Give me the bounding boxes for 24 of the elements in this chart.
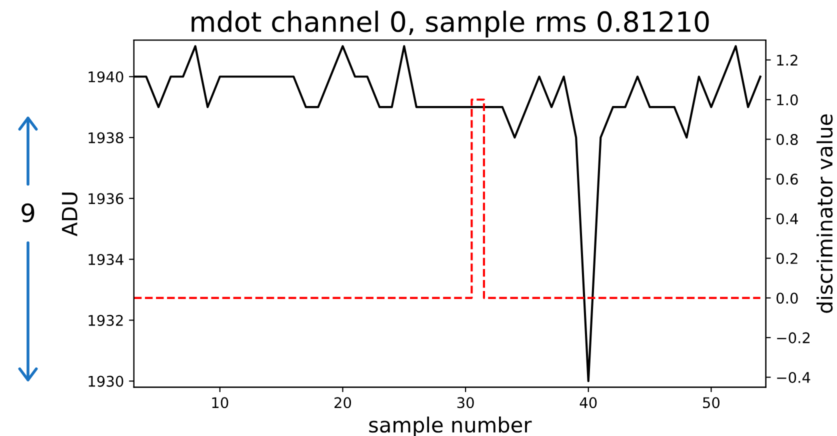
y-tick-label: 1934	[88, 254, 124, 266]
x-tick-label: 40	[580, 397, 597, 408]
y-tick-label: 1932	[88, 314, 123, 326]
y-tick-label: 1938	[88, 132, 124, 144]
y2-tick-label: 0.4	[776, 213, 798, 224]
y2-tick-label: 0.0	[776, 292, 798, 304]
y2-tick-label: 1.2	[777, 54, 798, 66]
y2-tick-label: −0.2	[777, 332, 810, 344]
y-tick-label: 1936	[88, 193, 124, 204]
y-axis-title: ADU	[62, 192, 78, 236]
text: 9	[22, 203, 34, 222]
y2-tick-label: 1.0	[777, 94, 798, 106]
x-tick-label: 30	[457, 397, 474, 408]
x-tick-label: 20	[334, 397, 352, 408]
x-tick-label: 10	[212, 397, 228, 408]
chart-title: mdot channel 0, sample rms 0.81210	[192, 10, 709, 38]
y2-tick-label: −0.4	[777, 372, 810, 383]
y2-tick-label: 0.2	[776, 252, 798, 264]
y2-tick-label: 0.6	[776, 174, 798, 185]
y2-tick-label: 0.8	[776, 134, 798, 146]
y2-axis-title: discriminator value	[816, 114, 833, 313]
x-tick-label: 50	[703, 397, 720, 408]
y-tick-label: 1940	[88, 71, 124, 82]
y-tick-label: 1930	[88, 376, 124, 387]
